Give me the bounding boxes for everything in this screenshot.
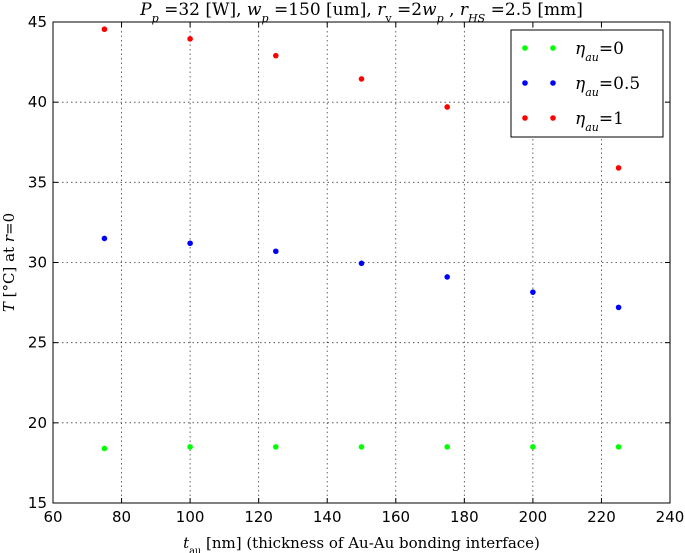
legend-marker <box>522 115 528 121</box>
text-part: au <box>585 121 599 134</box>
y-tick-label: 40 <box>28 93 47 111</box>
x-tick-label: 200 <box>519 508 548 526</box>
data-point <box>187 240 193 247</box>
series-2 <box>101 26 622 171</box>
text-part: v <box>384 12 392 25</box>
legend-marker <box>550 45 556 51</box>
data-point <box>273 52 279 59</box>
text-part: p <box>261 12 268 25</box>
x-axis-label: tau [nm] (thickness of Au-Au bonding int… <box>183 534 540 553</box>
legend-label: ηau=1 <box>575 109 624 134</box>
text-part: η <box>575 39 586 59</box>
data-point <box>101 235 108 242</box>
y-tick-label: 35 <box>28 173 47 191</box>
data-point <box>273 248 279 255</box>
text-part: =1 <box>599 109 624 129</box>
legend-marker <box>550 80 556 86</box>
text-part: =150 [um], <box>269 0 378 20</box>
text-part: p <box>437 12 444 25</box>
x-tick-label: 120 <box>244 508 273 526</box>
legend-label: ηau=0 <box>575 39 624 64</box>
data-point <box>530 444 536 450</box>
series-0 <box>101 444 622 452</box>
x-tick-label: 80 <box>112 508 131 526</box>
text-part: p <box>152 12 159 25</box>
text-part: η <box>575 74 586 94</box>
data-point <box>187 444 193 450</box>
text-part: [°C] at <box>0 242 18 302</box>
text-part: t <box>183 534 190 552</box>
text-part: η <box>575 109 586 129</box>
text-part: r <box>0 234 18 242</box>
text-part: =0 <box>0 213 18 235</box>
data-series <box>101 26 622 452</box>
text-part: au <box>585 86 599 99</box>
x-tick-label: 60 <box>43 508 62 526</box>
text-part: w <box>247 0 262 20</box>
y-tick-label: 20 <box>28 414 47 432</box>
text-part: , <box>444 0 460 20</box>
x-tick-label: 240 <box>656 508 685 526</box>
text-part: =0 <box>599 39 624 59</box>
x-tick-label: 180 <box>450 508 479 526</box>
legend-marker <box>550 115 556 121</box>
y-tick-label: 15 <box>28 494 47 512</box>
axis-ticks: 60 80 100 120 140 160 180 200 220 240 15 20 25 30 35 40… <box>28 13 684 526</box>
chart-title: Pp =32 [W], wp =150 [um], rv =2wp , rHS … <box>139 0 583 25</box>
data-point <box>615 165 622 171</box>
x-tick-label: 160 <box>381 508 410 526</box>
data-point <box>530 289 536 295</box>
series-1 <box>101 235 622 311</box>
data-point <box>101 445 108 452</box>
legend-label: ηau=0.5 <box>575 74 640 99</box>
x-tick-label: 100 <box>176 508 205 526</box>
data-point <box>101 26 108 33</box>
legend-marker <box>522 45 528 51</box>
data-point <box>615 444 622 450</box>
data-point <box>444 274 450 280</box>
text-part: =2 <box>392 0 422 20</box>
text-part: au <box>585 51 599 64</box>
data-point <box>444 104 450 110</box>
x-tick-label: 140 <box>313 508 342 526</box>
text-part: HS <box>467 12 486 25</box>
data-point <box>358 76 365 82</box>
text-part: w <box>422 0 437 20</box>
legend-marker <box>522 80 528 86</box>
text-part: T <box>0 301 18 312</box>
text-part: au <box>189 546 201 553</box>
text-part: r <box>377 0 386 20</box>
y-tick-label: 45 <box>28 13 47 31</box>
y-axis-label: T [°C] at r=0 <box>0 213 18 312</box>
y-tick-label: 25 <box>28 334 47 352</box>
text-part: [nm] (thickness of Au-Au bonding interfa… <box>201 534 540 552</box>
x-tick-label: 220 <box>587 508 616 526</box>
legend-frame <box>510 29 664 138</box>
text-part: r <box>460 0 469 20</box>
y-tick-label: 30 <box>28 254 47 272</box>
text-part: =2.5 [mm] <box>485 0 583 20</box>
data-point <box>273 444 279 450</box>
data-point <box>187 36 193 42</box>
text-part: =32 [W], <box>159 0 247 20</box>
data-point <box>358 444 365 450</box>
data-point <box>444 444 450 450</box>
data-point <box>615 304 622 311</box>
data-point <box>358 260 365 267</box>
text-part: P <box>139 0 152 20</box>
text-part: =0.5 <box>599 74 640 94</box>
